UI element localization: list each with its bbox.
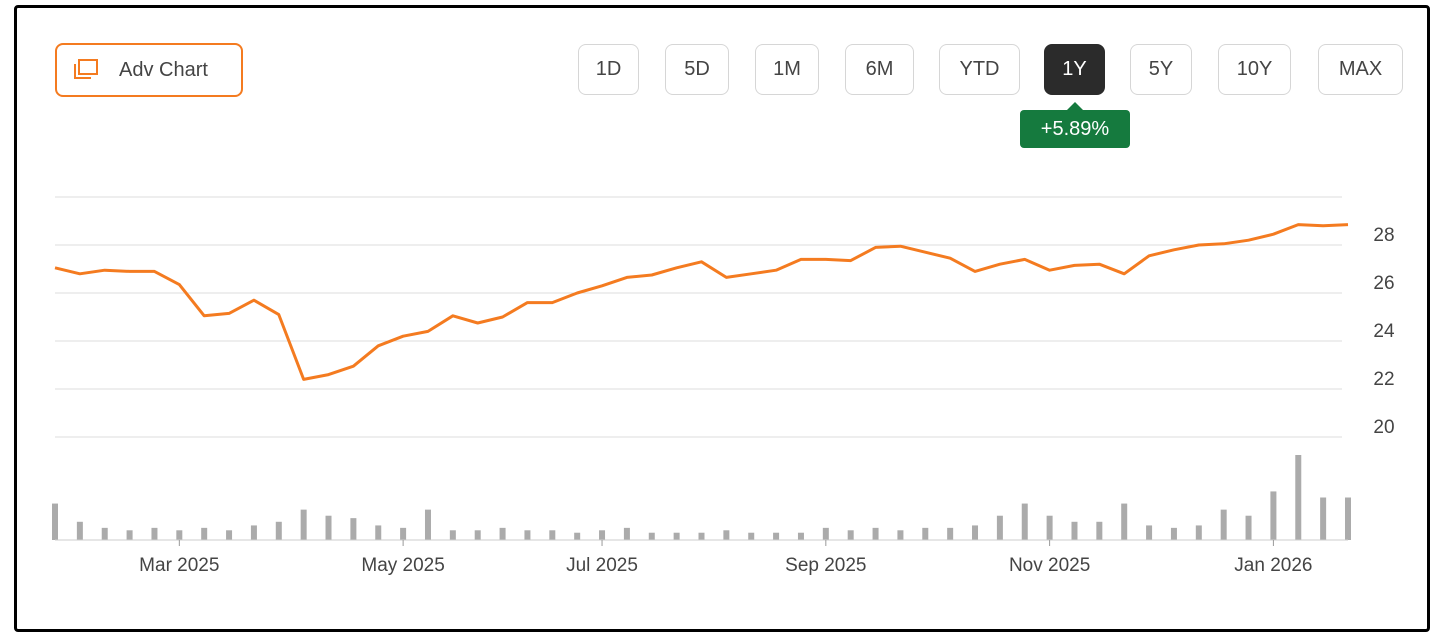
adv-chart-button[interactable]: Adv Chart (55, 43, 243, 97)
range-button[interactable]: 1Y (1044, 44, 1105, 95)
volume-bar (1270, 491, 1277, 540)
y-tick-label: 22 (1373, 369, 1394, 390)
adv-chart-label: Adv Chart (119, 58, 208, 81)
volume-bar (1195, 525, 1202, 540)
volume-bar (1046, 515, 1053, 540)
volume-bar (574, 532, 581, 540)
volume-bar (1245, 515, 1252, 540)
range-button[interactable]: YTD (939, 44, 1020, 95)
volume-bar (673, 532, 680, 540)
volume-bar (474, 530, 481, 540)
volume-bar (822, 527, 829, 540)
volume-bar (176, 530, 183, 540)
volume-bar (1071, 521, 1078, 540)
x-tick-label: May 2025 (361, 555, 444, 576)
volume-bar (1170, 527, 1177, 540)
volume-bar (872, 527, 879, 540)
volume-bar (1146, 525, 1153, 540)
volume-bar (1121, 503, 1128, 540)
volume-bar (1096, 521, 1103, 540)
x-tick-label: Mar 2025 (139, 555, 219, 576)
range-button[interactable]: 1M (755, 44, 819, 95)
volume-bar (201, 527, 208, 540)
volume-bar (300, 509, 307, 540)
volume-bar (748, 532, 755, 540)
volume-bar (449, 530, 456, 540)
volume-bar (698, 532, 705, 540)
volume-bar (648, 532, 655, 540)
volume-bar (1220, 509, 1227, 540)
volume-bar (549, 530, 556, 540)
volume-bar (400, 527, 407, 540)
volume-bar (126, 530, 133, 540)
price-line (54, 223, 1349, 381)
volume-bar (226, 530, 233, 540)
volume-bar (499, 527, 506, 540)
volume-bar (325, 515, 332, 540)
x-tick-label: Jan 2026 (1234, 555, 1312, 576)
volume-bar (847, 530, 854, 540)
range-button[interactable]: 6M (845, 44, 914, 95)
volume-bar (797, 532, 804, 540)
y-tick-label: 26 (1373, 273, 1394, 294)
volume-bar (947, 527, 954, 540)
volume-bar (52, 503, 58, 540)
icon (74, 59, 98, 79)
y-tick-label: 28 (1373, 225, 1394, 246)
volume-bar (723, 530, 730, 540)
range-button[interactable]: MAX (1318, 44, 1403, 95)
volume-bar (424, 509, 431, 540)
volume-bar (897, 530, 904, 540)
x-tick-label: Nov 2025 (1009, 555, 1090, 576)
volume-bar (350, 518, 357, 540)
volume-bar (76, 521, 83, 540)
volume-bar (972, 525, 979, 540)
volume-bar (250, 525, 257, 540)
x-tick-label: Sep 2025 (785, 555, 866, 576)
x-tick-label: Jul 2025 (566, 555, 638, 576)
volume-bar (623, 527, 630, 540)
volume-bar (1345, 497, 1351, 540)
volume-bar (996, 515, 1003, 540)
volume-bar (101, 527, 108, 540)
y-tick-label: 20 (1373, 417, 1394, 438)
volume-bar (1320, 497, 1327, 540)
range-button[interactable]: 1D (578, 44, 639, 95)
volume-bar (1021, 503, 1028, 540)
volume-bar (1295, 455, 1302, 540)
volume-bar (773, 532, 780, 540)
volume-bar (599, 530, 606, 540)
range-button[interactable]: 10Y (1218, 44, 1291, 95)
y-tick-label: 24 (1373, 321, 1395, 342)
range-button[interactable]: 5D (665, 44, 729, 95)
range-button[interactable]: 5Y (1130, 44, 1192, 95)
volume-bar (375, 525, 382, 540)
change-badge: +5.89% (1020, 102, 1130, 148)
volume-bar (524, 530, 531, 540)
volume-bar (275, 521, 282, 540)
volume-bar (922, 527, 929, 540)
volume-bar (151, 527, 158, 540)
frame (14, 5, 1430, 632)
